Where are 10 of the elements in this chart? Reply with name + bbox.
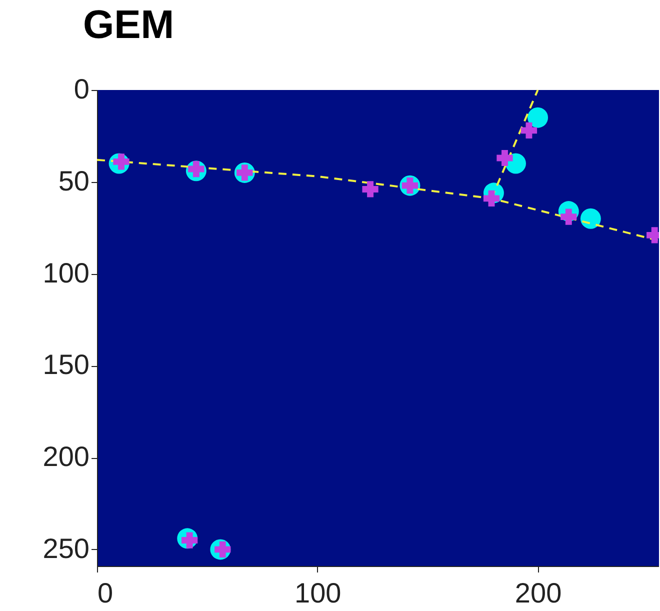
y-tick-label: 100 xyxy=(42,257,90,288)
y-tick-label: 250 xyxy=(42,532,90,564)
y-tick-label: 0 xyxy=(74,74,90,104)
y-tick-label: 50 xyxy=(58,165,90,196)
chart-title: GEM xyxy=(83,3,174,47)
y-tick-label: 200 xyxy=(42,441,90,472)
x-tick-label: 100 xyxy=(294,578,342,608)
x-tick-label: 0 xyxy=(98,578,114,608)
y-tick-label: 150 xyxy=(42,349,90,380)
x-tick-label: 200 xyxy=(514,578,562,608)
